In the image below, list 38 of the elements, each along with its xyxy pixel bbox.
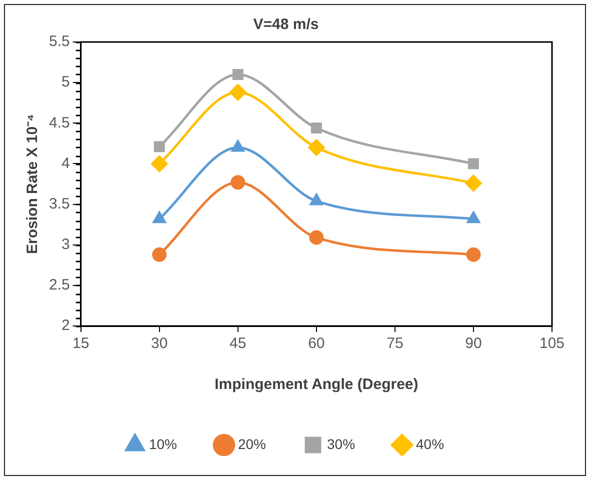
y-tick-label: 3: [62, 236, 70, 253]
point: [154, 141, 165, 152]
x-tick-label: 45: [230, 335, 246, 352]
y-tick-label: 4.5: [48, 114, 70, 132]
y-tick-label: 5.5: [48, 33, 70, 50]
legend-label: 40%: [416, 436, 444, 452]
point: [152, 212, 166, 224]
x-tick-label: 60: [308, 335, 325, 352]
point: [232, 68, 244, 80]
legend-label: 30%: [327, 436, 356, 452]
point: [230, 84, 246, 101]
x-tick-label: 75: [386, 335, 404, 352]
point: [466, 247, 481, 262]
x-axis-title: Impingement Angle (Degree): [214, 376, 418, 394]
legend-label: 10%: [148, 436, 177, 452]
point: [152, 247, 167, 262]
y-tick-label: 3.5: [48, 195, 70, 212]
point: [309, 230, 324, 245]
point: [308, 139, 325, 156]
x-tick-label: 15: [72, 335, 90, 352]
x-tick-label: 30: [151, 335, 168, 352]
y-tick-label: 2.5: [48, 276, 70, 294]
y-axis-title: Erosion Rate X 10⁻⁴: [24, 114, 42, 254]
point: [151, 155, 168, 172]
x-tick-label: 90: [465, 335, 482, 352]
point: [310, 194, 323, 206]
point: [465, 174, 482, 192]
legend-label: 20%: [238, 436, 266, 452]
point: [467, 212, 480, 224]
chart-title: V=48 m/s: [253, 16, 319, 34]
y-tick-label: 5: [62, 74, 70, 91]
point: [230, 175, 246, 190]
point: [231, 140, 244, 152]
y-tick-label: 4: [62, 154, 70, 172]
y-tick-label: 2: [62, 317, 70, 334]
x-tick-label: 105: [539, 335, 565, 352]
point: [468, 158, 479, 170]
point: [310, 122, 322, 134]
